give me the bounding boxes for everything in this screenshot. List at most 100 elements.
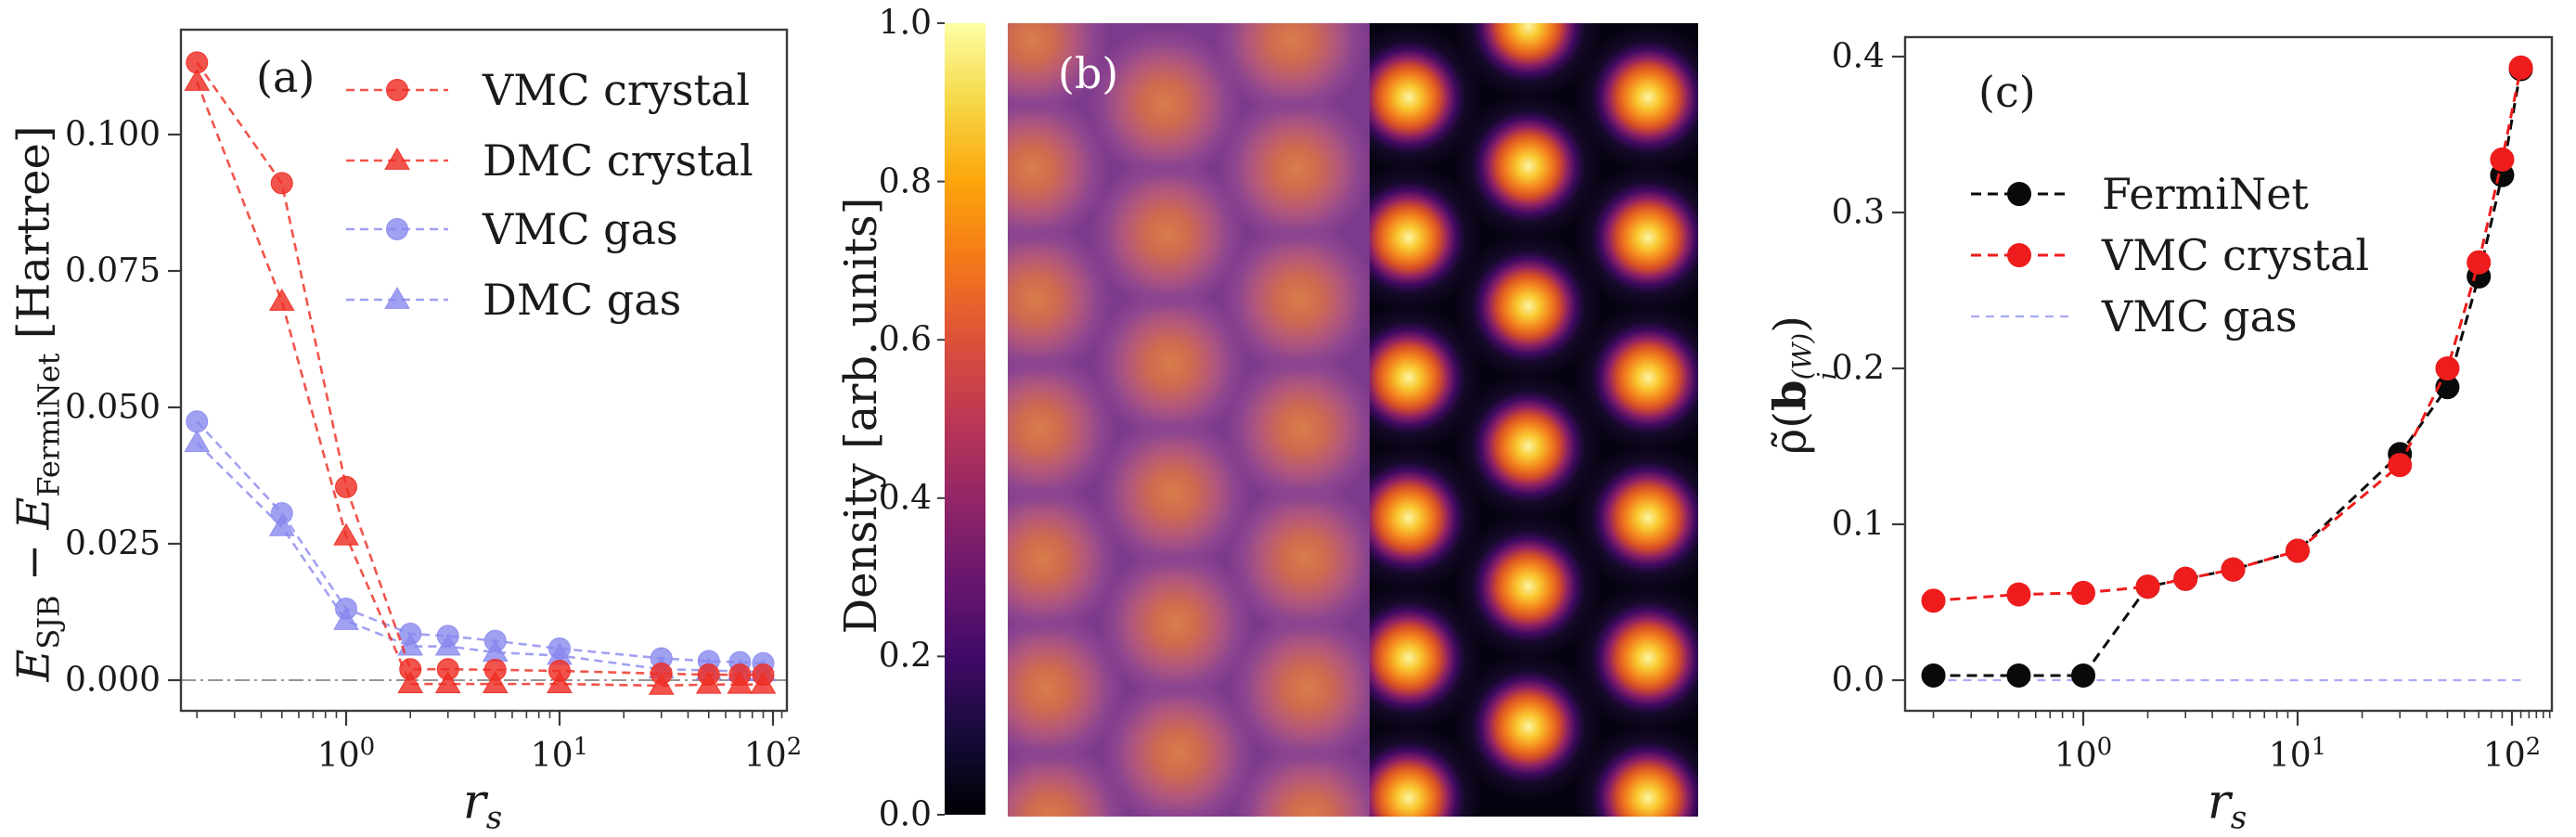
data-marker <box>186 410 209 433</box>
y-tick-label: 0.2 <box>1831 349 1885 388</box>
data-marker <box>436 625 459 648</box>
series-line-vmc-crystal <box>196 61 764 676</box>
y-tick-label: 0.100 <box>64 115 161 154</box>
data-marker <box>436 658 459 681</box>
y-tick-label: 0.1 <box>1831 505 1885 544</box>
panel-b-tag: (b) <box>1058 48 1119 98</box>
legend-label-dmc-crystal: DMC crystal <box>483 135 753 186</box>
data-marker <box>333 522 359 546</box>
data-marker <box>650 662 673 685</box>
data-marker <box>2173 566 2198 591</box>
data-marker <box>547 671 573 694</box>
data-marker <box>548 637 571 660</box>
data-marker <box>399 623 422 646</box>
colorbar-tick-label: 0.4 <box>878 479 932 518</box>
data-marker <box>1921 588 1946 613</box>
colorbar-tick-label: 0.0 <box>878 795 932 834</box>
xlabel-a-base: r <box>462 774 486 831</box>
legend-label-dmc-gas: DMC gas <box>483 275 682 325</box>
panel-a-frame <box>179 28 789 713</box>
x-tick-label: 100 <box>2054 733 2113 775</box>
data-marker <box>752 663 775 687</box>
ylabel-c-b: b <box>1764 380 1817 411</box>
series-line-dmc-gas <box>196 442 764 674</box>
data-marker <box>397 671 424 694</box>
ylabel-minus: − <box>7 529 60 596</box>
data-marker <box>184 430 211 453</box>
ylabel-E-sjb: E <box>7 649 60 682</box>
x-tick-label: 101 <box>2268 733 2327 775</box>
data-marker <box>2467 250 2492 275</box>
y-tick-label: 0.0 <box>1831 661 1885 700</box>
legend-marker <box>2007 182 2031 206</box>
panel-c-x-axis-label: rs <box>2208 774 2247 836</box>
legend-marker <box>384 287 410 309</box>
data-marker <box>2508 55 2533 80</box>
data-marker <box>2435 356 2460 380</box>
ylabel-c-rho: ρ̃( <box>1764 410 1817 455</box>
x-tick-label: 102 <box>2482 733 2542 775</box>
colorbar-tick-label: 0.6 <box>878 320 932 359</box>
data-marker <box>483 629 507 652</box>
x-tick-label: 101 <box>530 733 589 775</box>
data-marker <box>186 51 209 74</box>
legend-marker <box>386 218 408 240</box>
xlabel-a-sub: s <box>485 799 503 837</box>
panel-a-x-axis-label: rs <box>463 774 502 836</box>
data-marker <box>2221 557 2246 582</box>
data-marker <box>483 658 507 681</box>
colorbar-tick-label: 0.8 <box>878 162 932 201</box>
colorbar-tick-label: 1.0 <box>878 4 932 43</box>
data-marker <box>335 597 357 620</box>
data-marker <box>270 502 293 525</box>
xlabel-c-base: r <box>2207 774 2231 831</box>
data-marker <box>434 671 461 694</box>
legend-marker <box>386 79 408 101</box>
y-tick-label: 0.025 <box>64 524 161 563</box>
panel-a-y-axis-label: ESJB − EFermiNet [Hartree] <box>8 125 67 681</box>
data-marker <box>2135 574 2160 599</box>
y-tick-label: 0.000 <box>64 661 161 700</box>
ylabel-c-close: ) <box>1764 315 1817 333</box>
data-marker <box>2490 147 2515 172</box>
data-marker <box>2388 453 2413 478</box>
data-marker <box>2071 580 2095 605</box>
data-marker <box>268 513 295 536</box>
data-marker <box>270 172 293 195</box>
xlabel-c-sub: s <box>2230 799 2248 837</box>
ylabel-c-sub: i <box>1811 371 1842 380</box>
legend-label-vmc-gas: VMC gas <box>483 204 678 254</box>
data-marker <box>335 475 357 498</box>
data-marker <box>2071 663 2095 688</box>
legend-marker <box>384 148 410 170</box>
data-marker <box>728 663 752 687</box>
y-tick-label: 0.075 <box>64 251 161 290</box>
colorbar-label: Density [arb. units] <box>835 197 887 635</box>
legend-label-vmc-crystal: VMC crystal <box>2102 230 2370 280</box>
legend-marker <box>2007 243 2031 267</box>
panel-c-tag: (c) <box>1978 67 2036 117</box>
data-marker <box>268 288 295 311</box>
data-marker <box>2286 538 2310 563</box>
data-marker <box>399 658 422 681</box>
legend-label-vmc-crystal: VMC crystal <box>483 65 751 115</box>
ylabel-sub-ferminet: FermiNet <box>31 353 67 497</box>
panel-c-frame <box>1903 35 2554 713</box>
legend-label-vmc-gas: VMC gas <box>2102 291 2298 341</box>
data-marker <box>1921 663 1946 688</box>
gas-density-map <box>1008 23 1370 817</box>
data-marker <box>2006 663 2031 688</box>
ylabel-unit: [Hartree] <box>7 125 60 354</box>
data-marker <box>2006 582 2031 607</box>
ylabel-sub-sjb: SJB <box>31 595 67 650</box>
data-marker <box>184 68 211 91</box>
ylabel-c-subsup: (W) i <box>1786 333 1842 380</box>
colorbar-tick-label: 0.2 <box>878 637 932 676</box>
legend-label-ferminet: FermiNet <box>2102 169 2309 219</box>
data-marker <box>548 660 571 683</box>
density-colorbar <box>945 23 985 815</box>
data-marker <box>482 671 509 694</box>
y-tick-label: 0.4 <box>1831 37 1885 76</box>
